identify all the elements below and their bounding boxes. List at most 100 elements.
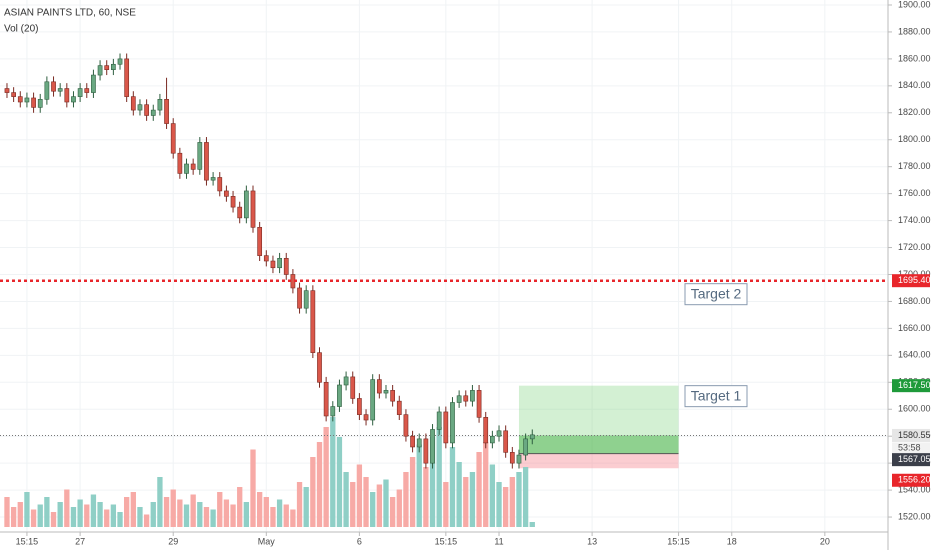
volume-bar <box>157 477 163 527</box>
candle-body <box>51 81 56 92</box>
candle-body <box>64 88 70 103</box>
volume-bar <box>283 504 289 527</box>
price-label-text: 1556.20 <box>898 475 931 485</box>
volume-bar <box>150 502 156 527</box>
candle-body <box>157 99 163 111</box>
volume-bar <box>303 487 309 527</box>
countdown-bg <box>892 442 930 454</box>
candle-body <box>297 287 302 309</box>
candle-body <box>277 258 282 269</box>
volume-bar <box>416 444 422 527</box>
candle-body <box>144 104 149 116</box>
volume-bar <box>403 472 409 527</box>
volume-bar <box>496 482 502 527</box>
candle-body <box>31 97 36 108</box>
x-tick-label: 11 <box>494 536 503 546</box>
volume-bar <box>77 499 83 527</box>
volume-bar <box>256 492 263 527</box>
volume-bar <box>449 447 456 527</box>
volume-bar <box>276 499 283 527</box>
volume-bar <box>30 509 37 527</box>
candle-body <box>423 438 429 464</box>
volume-bar <box>230 504 236 527</box>
candle-body <box>217 177 223 192</box>
y-tick-label: 1860.00 <box>898 53 931 63</box>
candle-body <box>117 58 123 65</box>
volume-bar <box>423 467 429 527</box>
candle-body <box>323 381 329 417</box>
volume-bar <box>409 457 416 527</box>
price-label <box>892 428 930 442</box>
volume-bar <box>217 492 223 527</box>
candle-body <box>257 227 263 256</box>
candle-body <box>410 435 415 448</box>
candle-body <box>443 411 449 444</box>
candle-body <box>483 417 489 444</box>
x-tick-label: 15:15 <box>435 536 458 546</box>
volume-bar <box>223 499 230 527</box>
volume-bar <box>10 507 17 527</box>
volume-bar <box>4 497 10 527</box>
y-tick-label: 1880.00 <box>898 26 931 36</box>
price-label <box>892 379 930 393</box>
y-tick-label: 1820.00 <box>898 107 931 117</box>
candle-body <box>210 177 216 181</box>
candle-body <box>57 88 63 92</box>
volume-bar <box>350 482 356 527</box>
annotation-text: Target 2 <box>691 285 742 301</box>
volume-title: Vol (20) <box>4 24 38 35</box>
candle-body <box>11 92 16 97</box>
volume-bar <box>177 499 183 527</box>
price-label-text: 1567.05 <box>898 454 931 464</box>
stop-zone <box>518 453 679 469</box>
volume-bar <box>50 512 57 527</box>
candle-body <box>184 163 189 174</box>
candle-body <box>243 190 249 219</box>
volume-bar <box>336 437 343 527</box>
candle-body <box>197 142 203 170</box>
volume-bar <box>363 477 369 527</box>
volume-bar <box>323 427 329 527</box>
plot: Target 2 Target 1 <box>0 53 888 527</box>
axes: 1520.001540.001560.001580.001600.001620.… <box>16 0 931 546</box>
candle-body <box>370 379 376 421</box>
price-label <box>892 274 930 288</box>
candle-body <box>44 81 50 100</box>
y-tick-label: 1640.00 <box>898 350 931 360</box>
candle-body <box>476 390 482 418</box>
x-tick-label: May <box>258 536 276 546</box>
candle-body <box>24 97 30 103</box>
volume-bar <box>356 464 363 527</box>
volume-bar <box>90 494 97 527</box>
candle-body <box>170 123 176 154</box>
volume-bar <box>70 507 77 527</box>
volume-bar <box>296 482 303 527</box>
volume-bar <box>110 504 117 527</box>
candle-body <box>303 290 309 309</box>
candle-body <box>150 109 156 116</box>
candle-body <box>4 88 10 93</box>
price-label-text: 1617.50 <box>898 380 931 390</box>
candle-body <box>164 99 169 124</box>
countdown: 53:58 <box>898 442 921 452</box>
candle-body <box>204 142 209 181</box>
candle-body <box>91 74 96 93</box>
annotation-box <box>684 283 748 306</box>
volume-bar <box>389 497 396 527</box>
volume-bar <box>104 509 110 527</box>
candle-body <box>343 376 349 386</box>
candle-body <box>396 400 402 415</box>
volume-bar <box>183 504 190 527</box>
x-tick-label: 29 <box>168 536 178 546</box>
candle-body <box>310 290 316 353</box>
candle-body <box>137 104 143 111</box>
candle-body <box>516 454 522 464</box>
candle-body <box>250 190 256 228</box>
candle-body <box>111 63 116 70</box>
y-tick-label: 1900.00 <box>898 0 931 9</box>
candle-body <box>224 190 229 197</box>
candle-body <box>263 255 269 262</box>
candle-body <box>529 434 535 440</box>
y-tick-label: 1780.00 <box>898 161 931 171</box>
